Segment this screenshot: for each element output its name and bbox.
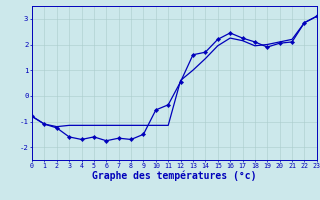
X-axis label: Graphe des températures (°c): Graphe des températures (°c) — [92, 171, 257, 181]
